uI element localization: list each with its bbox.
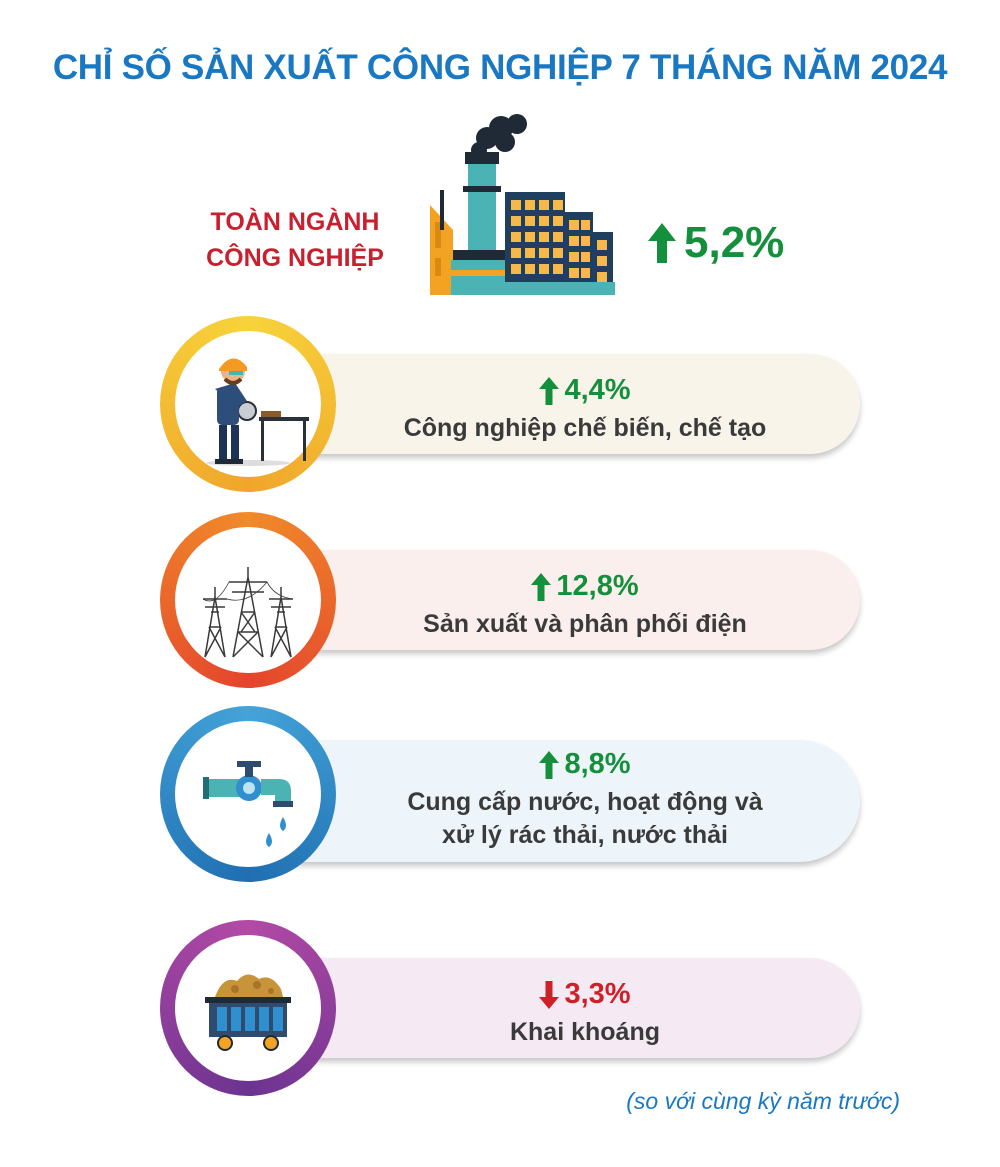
sector-value-text: 12,8% <box>556 570 639 602</box>
overall-label: TOÀN NGÀNH CÔNG NGHIỆP <box>190 204 400 276</box>
sector-value-text: 3,3% <box>564 978 631 1010</box>
sector-label-line1: Cung cấp nước, hoạt động và <box>407 787 763 816</box>
mine-cart-icon <box>205 974 291 1051</box>
arrow-up-icon <box>648 223 676 263</box>
sector-pill <box>235 550 860 650</box>
power-tower-icon <box>202 567 294 658</box>
sector-value: 4,4% <box>539 374 631 407</box>
overall-value: 5,2% <box>648 218 784 268</box>
sector-value: 3,3% <box>539 978 631 1011</box>
sector-content: 12,8% Sản xuất và phân phối điện <box>330 570 840 641</box>
sector-pill <box>235 958 860 1058</box>
worker-grinder-icon <box>206 358 309 466</box>
sector-label: Sản xuất và phân phối điện <box>423 609 747 638</box>
sector-value: 12,8% <box>531 570 639 603</box>
sector-content: 3,3% Khai khoáng <box>330 978 840 1049</box>
sector-ring <box>160 512 336 688</box>
sector-content: 4,4% Công nghiệp chế biến, chế tạo <box>330 374 840 445</box>
sector-label: Công nghiệp chế biến, chế tạo <box>403 413 767 442</box>
comparison-note: (so với cùng kỳ năm trước) <box>626 1088 900 1114</box>
arrow-up-icon <box>539 376 560 405</box>
overall-value-text: 5,2% <box>684 218 785 267</box>
factory-icon <box>430 114 615 295</box>
overall-label-line1: TOÀN NGÀNH <box>210 208 380 236</box>
sector-ring <box>160 706 336 882</box>
sector-content: 8,8% Cung cấp nước, hoạt động và xử lý r… <box>330 748 840 852</box>
sector-value-text: 4,4% <box>564 374 631 406</box>
overall-label-line2: CÔNG NGHIỆP <box>206 244 384 272</box>
sector-label-line2: xử lý rác thải, nước thải <box>441 820 728 849</box>
sector-ring <box>160 316 336 492</box>
sector-label: Khai khoáng <box>509 1017 660 1046</box>
arrow-down-icon <box>539 980 560 1009</box>
arrow-up-icon <box>539 750 560 779</box>
sector-value: 8,8% <box>539 748 631 781</box>
page-title: CHỈ SỐ SẢN XUẤT CÔNG NGHIỆP 7 THÁNG NĂM … <box>52 48 948 87</box>
sector-value-text: 8,8% <box>564 748 631 780</box>
sector-ring <box>160 920 336 1096</box>
water-tap-icon <box>203 761 293 847</box>
arrow-up-icon <box>531 572 552 601</box>
